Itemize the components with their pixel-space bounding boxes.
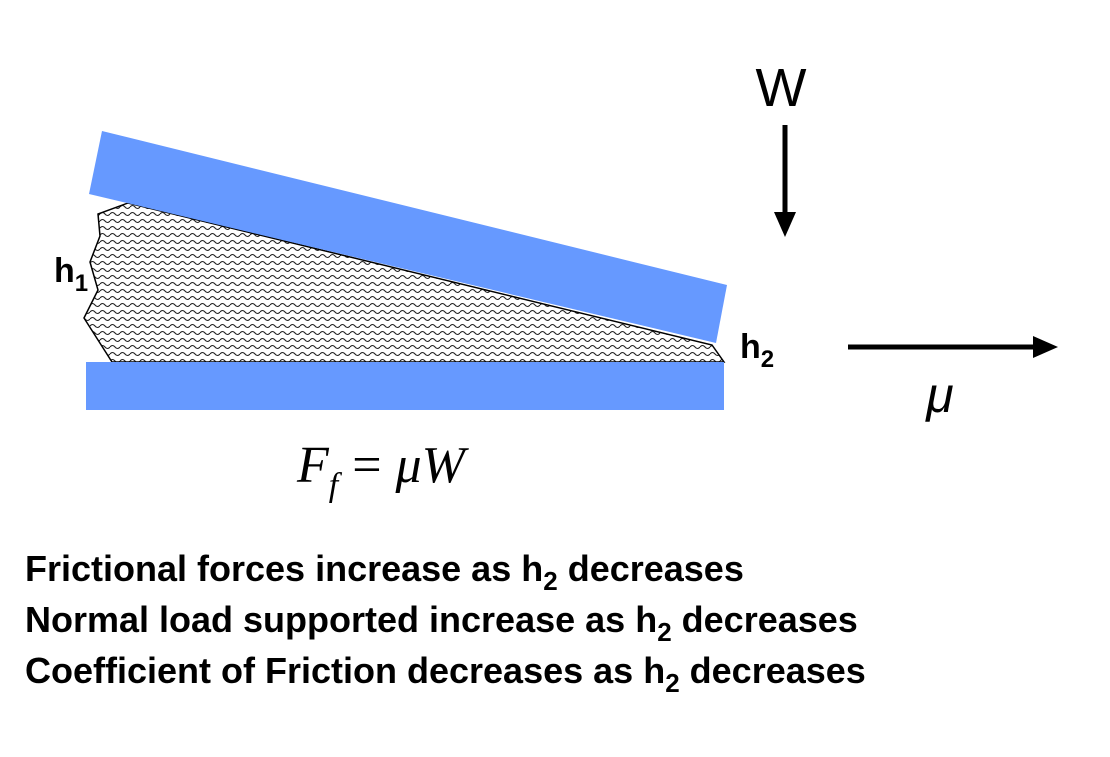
statement-text: Coefficient of Friction decreases as h	[25, 650, 665, 691]
statements: Frictional forces increase as h2 decrease…	[25, 548, 866, 698]
formula-rhs: μW	[395, 437, 470, 494]
statement-text: Normal load supported increase as h	[25, 599, 657, 640]
statement: Normal load supported increase as h2 decr…	[25, 599, 858, 647]
statement-sub: 2	[665, 668, 679, 698]
statement: Frictional forces increase as h2 decrease…	[25, 548, 744, 596]
velocity-arrow	[848, 336, 1058, 358]
lubricant	[83, 202, 726, 363]
h2-base: h	[740, 328, 761, 366]
h1-sub: 1	[75, 270, 88, 297]
load-arrow	[774, 125, 796, 237]
h1-label: h1	[54, 252, 88, 297]
statement-sub: 2	[657, 617, 671, 647]
formula-sub: f	[329, 467, 343, 504]
h1-base: h	[54, 252, 75, 290]
formula-op: =	[352, 437, 381, 494]
formula-lhs: F	[296, 437, 330, 494]
h2-label: h2	[740, 328, 774, 373]
statement-text: decreases	[568, 548, 744, 589]
formula: Ff = μW	[296, 437, 470, 504]
h2-sub: 2	[761, 346, 774, 373]
statement-text: decreases	[682, 599, 858, 640]
velocity-label: μ	[924, 367, 953, 423]
statement-sub: 2	[543, 566, 557, 596]
statement-text: decreases	[690, 650, 866, 691]
statement-text: Frictional forces increase as h	[25, 548, 543, 589]
statement: Coefficient of Friction decreases as h2 d…	[25, 650, 866, 698]
load-label: W	[756, 58, 807, 118]
bottom-plate	[86, 362, 724, 410]
top-plate	[89, 131, 727, 343]
